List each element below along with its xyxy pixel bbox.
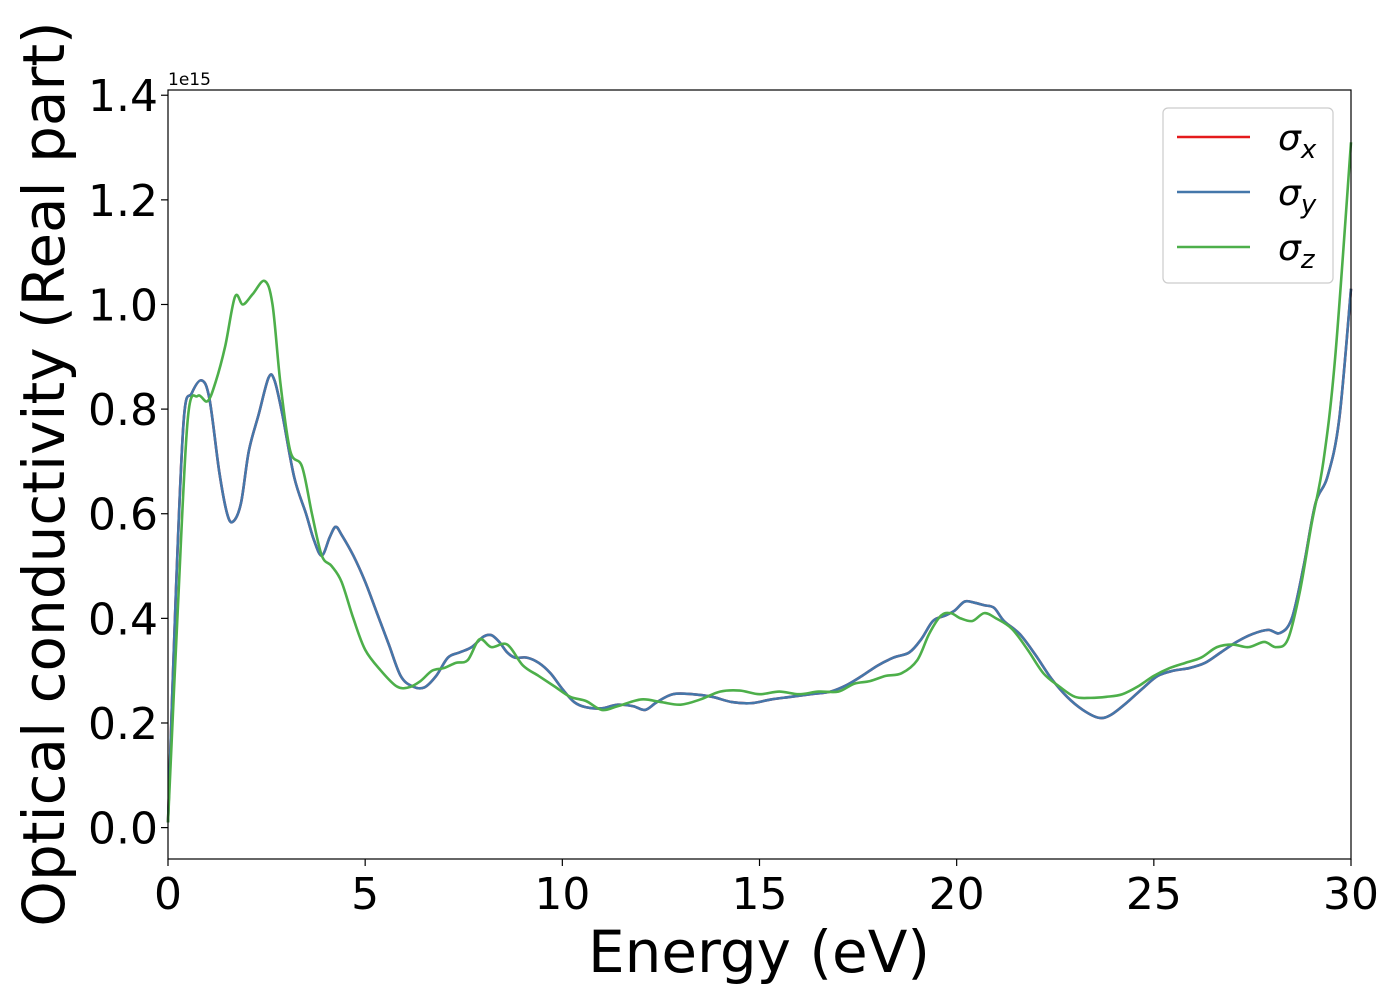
x-tick-label: 30 — [1323, 869, 1379, 920]
y-tick-label: 1.4 — [88, 71, 158, 122]
legend-label-sigma-z: σz — [1278, 228, 1316, 275]
y-tick-label: 0.8 — [88, 385, 158, 436]
x-tick-label: 0 — [154, 869, 182, 920]
y-tick-label: 0.6 — [88, 490, 158, 541]
y-axis-multiplier: 1e15 — [168, 70, 211, 90]
legend: σx σy σz — [1162, 107, 1334, 284]
legend-box — [1162, 107, 1334, 284]
y-axis-ticks: 0.0 0.2 0.4 0.6 0.8 1.0 1.2 1.4 — [88, 71, 168, 855]
x-tick-label: 10 — [534, 869, 590, 920]
x-axis-label: Energy (eV) — [588, 918, 930, 986]
legend-label-sigma-x: σx — [1278, 118, 1317, 165]
y-tick-label: 1.2 — [88, 176, 158, 227]
y-tick-label: 0.0 — [88, 804, 158, 855]
legend-label-sigma-y: σy — [1278, 173, 1317, 220]
y-tick-label: 1.0 — [88, 280, 158, 331]
x-tick-label: 20 — [929, 869, 985, 920]
x-tick-label: 5 — [351, 869, 379, 920]
y-tick-label: 0.4 — [88, 594, 158, 645]
series-line-sigma-z — [166, 142, 1353, 823]
series-line-sigma-y — [166, 288, 1353, 823]
x-axis-ticks: 0 5 10 15 20 25 30 — [154, 859, 1379, 920]
x-tick-label: 15 — [732, 869, 788, 920]
series-line-sigma-x — [166, 288, 1353, 823]
x-tick-label: 25 — [1126, 869, 1182, 920]
y-tick-label: 0.2 — [88, 699, 158, 750]
series-layer — [166, 142, 1353, 823]
y-axis-label: Optical conductivity (Real part) — [10, 21, 78, 926]
